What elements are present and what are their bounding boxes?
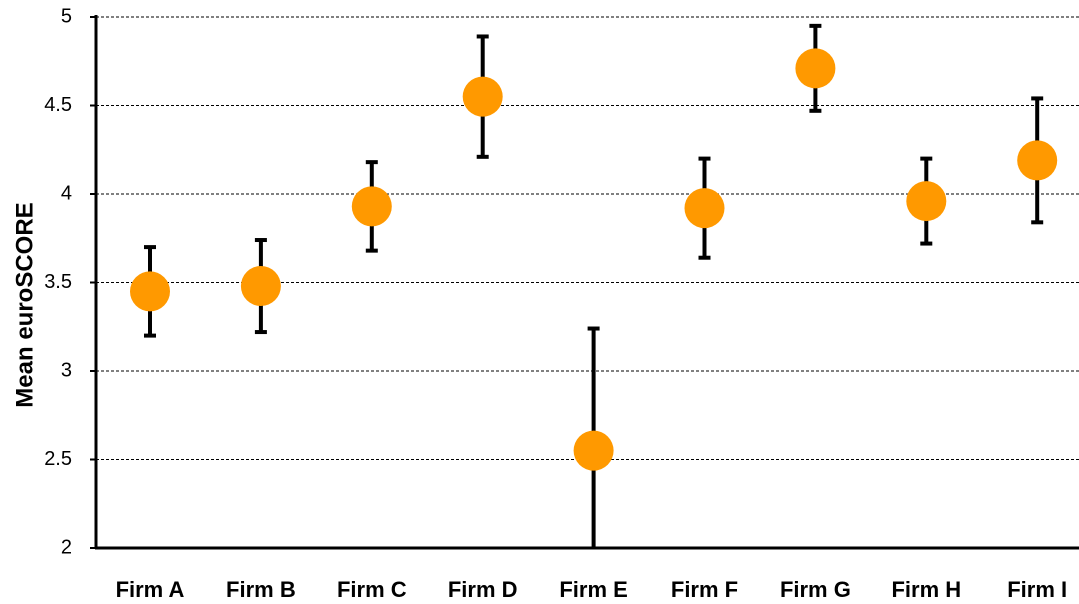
y-axis-label: Mean euroSCORE (11, 202, 38, 407)
x-tick-label: Firm H (891, 577, 961, 602)
x-tick-label: Firm C (337, 577, 407, 602)
y-tick-label: 4 (61, 182, 72, 204)
y-tick-label: 2.5 (44, 448, 72, 470)
point (906, 181, 947, 222)
x-tick-label: Firm I (1007, 577, 1067, 602)
error-bars (144, 23, 1044, 548)
y-tick-label: 3.5 (44, 271, 72, 293)
point (573, 430, 614, 471)
point (795, 48, 836, 89)
point (1017, 140, 1058, 181)
x-tick-label: Firm A (116, 577, 185, 602)
point (684, 188, 725, 229)
labels: 2 2.5 3 3.5 4 4.5 5 Firm A Firm B Firm C Firm D Fir… (44, 5, 1067, 602)
y-tick-label: 2 (61, 536, 72, 558)
point (351, 186, 392, 227)
y-tick-label: 4.5 (44, 94, 72, 116)
y-tick-label: 3 (61, 359, 72, 381)
points (130, 48, 1058, 471)
point (462, 76, 503, 117)
x-tick-label: Firm D (448, 577, 518, 602)
x-tick-label: Firm B (226, 577, 296, 602)
y-tick-label: 5 (61, 5, 72, 27)
point (240, 266, 281, 307)
point (130, 271, 170, 312)
x-tick-label: Firm F (671, 577, 738, 602)
x-tick-label: Firm E (559, 577, 627, 602)
x-tick-label: Firm G (780, 577, 851, 602)
